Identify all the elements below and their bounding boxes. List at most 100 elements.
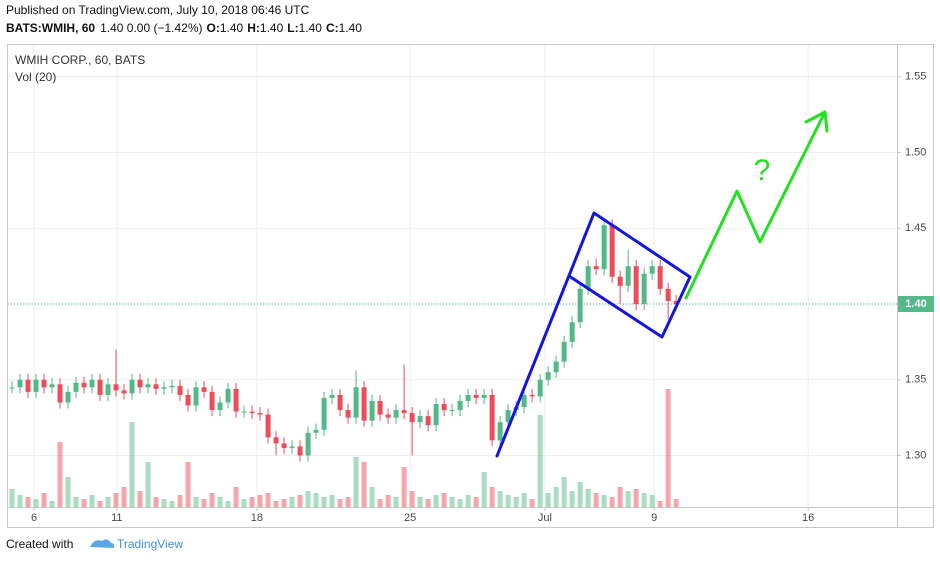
candle-body xyxy=(225,388,231,403)
candle-body xyxy=(337,394,343,411)
symbol: BATS:WMIH, 60 xyxy=(6,21,95,35)
candle-body xyxy=(481,394,487,398)
volume-bar xyxy=(465,495,471,507)
candle-body xyxy=(377,400,383,415)
volume-bar xyxy=(625,491,631,507)
volume-bar xyxy=(457,499,463,507)
volume-bar xyxy=(489,487,495,507)
volume-bar xyxy=(345,497,351,507)
candle-body xyxy=(401,410,407,414)
symbol-line: BATS:WMIH, 60 1.40 0.00 (−1.42%) O:1.40 H:1… xyxy=(6,21,362,35)
candle-body xyxy=(529,394,535,397)
volume-bar xyxy=(505,495,511,507)
candle-body xyxy=(321,397,327,430)
volume-bar xyxy=(545,493,551,507)
arrow-drawing xyxy=(684,110,829,300)
volume-bar xyxy=(473,497,479,507)
candle-body xyxy=(457,400,463,411)
candle-body xyxy=(649,266,655,274)
candle-body xyxy=(609,225,615,277)
candle-body xyxy=(129,379,135,394)
h: 1.40 xyxy=(260,21,284,35)
volume-bar xyxy=(385,495,391,507)
volume-bar xyxy=(609,497,615,507)
volume-bar xyxy=(41,493,47,507)
volume-bar xyxy=(577,482,583,507)
candle-body xyxy=(353,387,359,418)
candle-body xyxy=(465,394,471,401)
candle-body xyxy=(425,416,431,426)
candle-body xyxy=(449,410,455,412)
candle-body xyxy=(665,288,671,301)
volume-bar xyxy=(185,462,191,507)
volume-bar xyxy=(353,457,359,507)
candle-body xyxy=(89,379,95,388)
candle-body xyxy=(641,273,647,305)
o-label: O: xyxy=(207,21,220,35)
candle-body xyxy=(249,411,255,414)
x-tick-label: Jul xyxy=(538,512,552,524)
candle-body xyxy=(273,437,279,444)
volume-bar xyxy=(153,497,159,507)
h-label: H: xyxy=(247,21,260,35)
candle-body xyxy=(553,361,559,373)
volume-bar xyxy=(33,499,39,507)
annotation: ? xyxy=(754,154,771,187)
footer-brand[interactable]: TradingView xyxy=(117,537,183,551)
volume-bar xyxy=(513,497,519,507)
chart-title: WMIH CORP., 60, BATS xyxy=(15,53,145,67)
candle-body xyxy=(673,300,679,305)
y-tick-label: 1.50 xyxy=(905,146,926,158)
volume-bar xyxy=(49,501,55,507)
candle-body xyxy=(281,443,287,448)
candle-body xyxy=(329,394,335,398)
volume-bar xyxy=(313,493,319,507)
candle-body xyxy=(97,379,103,395)
volume-bar xyxy=(393,497,399,507)
volume-bar xyxy=(585,489,591,507)
flag-drawing xyxy=(495,211,692,458)
candle-body xyxy=(297,446,303,456)
candle-body xyxy=(33,379,39,392)
candle-body xyxy=(209,391,215,411)
candle-body xyxy=(145,384,151,388)
candle-body xyxy=(497,422,503,441)
volume-bar xyxy=(129,422,135,507)
volume-bar xyxy=(201,499,207,507)
volume-bar xyxy=(265,493,271,507)
candle-body xyxy=(585,266,591,289)
footer-created: Created with xyxy=(6,537,73,551)
volume-bar xyxy=(649,495,655,507)
y-tick-label: 1.55 xyxy=(905,71,926,83)
volume-bar xyxy=(137,491,143,507)
candle-body xyxy=(9,387,15,389)
volume-bar xyxy=(81,499,87,507)
volume-bar xyxy=(217,497,223,507)
quote: 1.40 0.00 (−1.42%) xyxy=(100,21,202,35)
volume-bar xyxy=(561,477,567,507)
candle-body xyxy=(25,379,31,392)
x-tick-label: 25 xyxy=(404,512,416,524)
axes: 1.301.351.401.451.501.556111825Jul9161.4… xyxy=(31,71,934,524)
volume-bar xyxy=(361,462,367,507)
candle-body xyxy=(441,403,447,411)
volume-bar xyxy=(73,497,79,507)
volume-bar xyxy=(337,499,343,507)
volume-bar xyxy=(89,495,95,507)
volume-bar xyxy=(273,501,279,507)
volume-bar xyxy=(329,495,335,507)
candle-body xyxy=(177,385,183,395)
candle-body xyxy=(257,413,263,415)
volume-bar xyxy=(281,499,287,507)
candle-body xyxy=(633,266,639,305)
volume-bar xyxy=(441,493,447,507)
candle-body xyxy=(489,394,495,441)
volume-bar xyxy=(249,497,255,507)
candle-body xyxy=(17,379,23,388)
volume-bar xyxy=(521,493,527,507)
volume-bar xyxy=(169,501,175,507)
volume-pane xyxy=(9,389,679,507)
volume-bar xyxy=(257,495,263,507)
volume-bar xyxy=(97,501,103,507)
volume-bar xyxy=(297,495,303,507)
